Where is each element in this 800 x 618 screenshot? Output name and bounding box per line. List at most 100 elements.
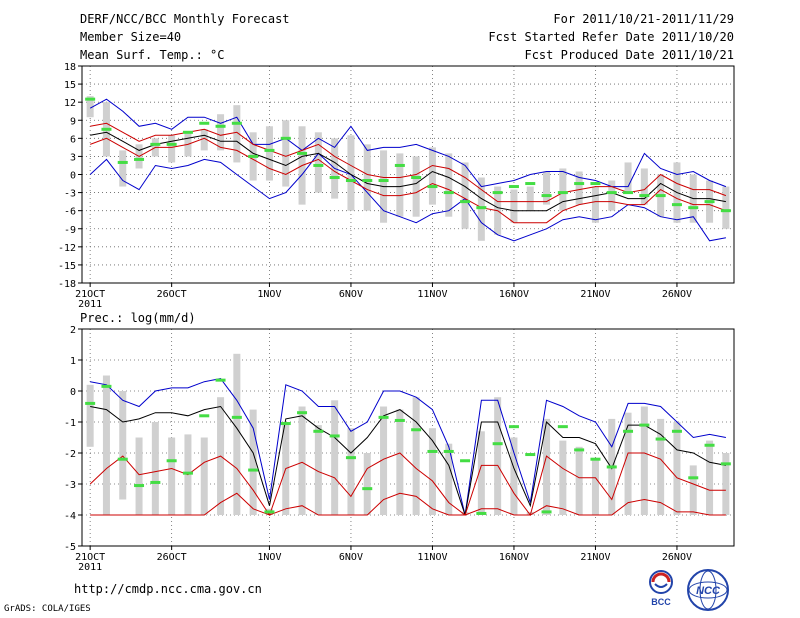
bcc-logo-text: BCC: [651, 597, 671, 607]
ensemble-marker: [606, 465, 617, 469]
spread-box: [151, 422, 159, 515]
footer-url[interactable]: http://cmdp.ncc.cma.gov.cn: [74, 582, 262, 596]
x-tick-label: 6NOV: [339, 552, 363, 563]
ensemble-marker: [280, 136, 291, 140]
ensemble-marker: [362, 487, 373, 491]
spread-box: [363, 144, 371, 211]
spread-box: [591, 459, 599, 515]
spread-box: [543, 171, 551, 205]
ensemble-marker: [85, 97, 96, 101]
spread-box: [233, 105, 241, 163]
ensemble-marker: [411, 428, 422, 432]
y-tick-label: -3: [64, 189, 76, 200]
spread-box: [265, 126, 273, 181]
ensemble-marker: [297, 151, 308, 155]
ensemble-marker: [525, 453, 536, 457]
spread-box: [640, 406, 648, 515]
forecast-period: For 2011/10/21-2011/11/29: [553, 12, 734, 26]
spread-box: [591, 186, 599, 223]
y-tick-label: -15: [58, 261, 76, 272]
spread-box: [233, 353, 241, 515]
ensemble-marker: [85, 401, 96, 405]
y-tick-label: 0: [70, 171, 76, 182]
x-tick-label: 21OCT: [75, 552, 105, 563]
spread-box: [689, 465, 697, 515]
spread-box: [575, 446, 583, 515]
x-tick-label: 26OCT: [157, 552, 187, 563]
ensemble-marker: [150, 142, 161, 146]
ensemble-marker: [231, 415, 242, 419]
spread-box: [217, 114, 225, 151]
spread-box: [86, 384, 94, 447]
ensemble-marker: [541, 194, 552, 198]
spread-box: [543, 418, 551, 515]
spread-box: [86, 96, 94, 118]
ensemble-marker: [134, 157, 145, 161]
ensemble-marker: [476, 206, 487, 210]
ensemble-marker: [166, 142, 177, 146]
x-tick-label: 21NOV: [580, 289, 610, 300]
spread-box: [412, 397, 420, 515]
start-date: Fcst Started Refer Date 2011/10/20: [488, 30, 734, 44]
x-tick-label: 6NOV: [339, 289, 363, 300]
ensemble-marker: [704, 200, 715, 204]
spread-box: [722, 186, 730, 229]
ensemble-marker: [704, 443, 715, 447]
ensemble-marker: [427, 185, 438, 189]
ensemble-marker: [248, 468, 259, 472]
spread-box: [640, 168, 648, 205]
y-tick-label: 9: [70, 116, 76, 127]
spread-box: [445, 153, 453, 217]
y-tick-label: -18: [58, 279, 76, 290]
ensemble-marker: [688, 476, 699, 480]
ensemble-marker: [378, 179, 389, 183]
spread-box: [624, 162, 632, 193]
x-tick-label: 16NOV: [499, 552, 529, 563]
ensemble-marker: [215, 124, 226, 128]
ensemble-marker: [394, 163, 405, 167]
y-tick-label: -2: [64, 449, 76, 460]
ensemble-marker: [492, 442, 503, 446]
ensemble-marker: [427, 449, 438, 453]
spread-box: [657, 418, 665, 515]
ensemble-marker: [525, 182, 536, 186]
ensemble-marker: [508, 185, 519, 189]
ensemble-marker: [313, 429, 324, 433]
spread-box: [249, 409, 257, 515]
bcc-logo: BCC: [649, 570, 673, 607]
ensemble-marker: [101, 384, 112, 388]
ensemble-marker: [166, 459, 177, 463]
spread-box: [608, 180, 616, 211]
chart-title: DERF/NCC/BCC Monthly Forecast: [80, 12, 290, 26]
spread-box: [412, 156, 420, 217]
ncc-logo-text: NCC: [696, 585, 721, 597]
ensemble-marker: [443, 191, 454, 195]
spread-box: [559, 440, 567, 515]
ensemble-marker: [199, 414, 210, 418]
spread-box: [314, 425, 322, 515]
spread-box: [428, 428, 436, 515]
ensemble-marker: [671, 203, 682, 207]
ensemble-marker: [231, 121, 242, 125]
y-tick-label: 6: [70, 134, 76, 145]
spread-box: [168, 437, 176, 515]
y-tick-label: -9: [64, 225, 76, 236]
ensemble-marker: [117, 160, 128, 164]
ensemble-marker: [182, 471, 193, 475]
spread-box: [624, 412, 632, 515]
x-tick-label: 26OCT: [157, 289, 187, 300]
series-line-max: [90, 378, 726, 516]
ensemble-marker: [655, 194, 666, 198]
series-line-min-env: [89, 98, 727, 188]
spread-box: [510, 189, 518, 223]
spread-box: [396, 153, 404, 217]
ensemble-marker: [541, 510, 552, 514]
ensemble-marker: [329, 434, 340, 438]
grads-credit: GrADS: COLA/IGES: [4, 604, 91, 614]
spread-box: [445, 443, 453, 515]
ensemble-marker: [492, 191, 503, 195]
ensemble-marker: [655, 437, 666, 441]
ensemble-marker: [688, 206, 699, 210]
